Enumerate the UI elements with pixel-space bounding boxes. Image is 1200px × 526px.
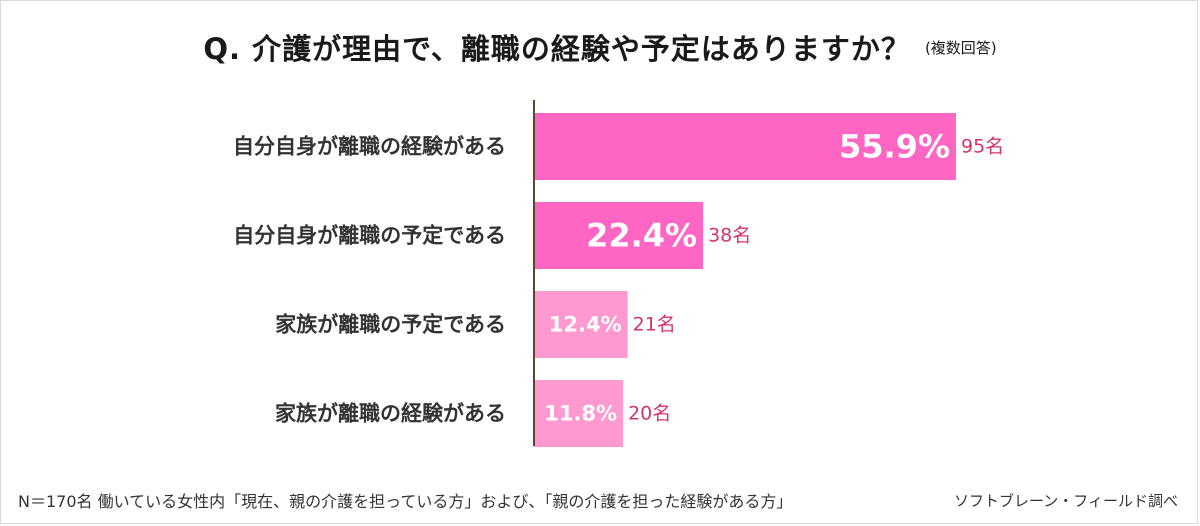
category-label: 自分自身が離職の経験がある bbox=[233, 135, 506, 159]
data-label: 55.9% bbox=[839, 128, 950, 166]
category-label: 家族が離職の経験がある bbox=[275, 402, 506, 426]
category-label: 自分自身が離職の予定である bbox=[233, 224, 506, 248]
chart-title: Q. 介護が理由で、離職の経験や予定はありますか？ bbox=[203, 32, 911, 66]
data-label: 12.4% bbox=[549, 313, 622, 337]
sample-footnote: N＝170名 働いている女性内「現在、親の介護を担っている方」および、「親の介護… bbox=[18, 492, 793, 511]
category-label: 家族が離職の予定である bbox=[275, 313, 506, 337]
source-credit: ソフトブレーン・フィールド調べ bbox=[954, 492, 1178, 510]
bar bbox=[534, 291, 628, 358]
count-label: 38名 bbox=[708, 225, 751, 247]
title-row: Q. 介護が理由で、離職の経験や予定はありますか？ (複数回答) bbox=[0, 26, 1200, 76]
bar bbox=[534, 380, 624, 447]
chart-subtitle: (複数回答) bbox=[924, 38, 997, 57]
bar bbox=[534, 202, 704, 269]
data-label: 22.4% bbox=[586, 217, 697, 255]
count-label: 21名 bbox=[633, 314, 676, 336]
data-label: 11.8% bbox=[544, 402, 617, 426]
bar bbox=[534, 113, 956, 180]
count-label: 95名 bbox=[961, 136, 1004, 158]
count-label: 20名 bbox=[628, 403, 671, 425]
